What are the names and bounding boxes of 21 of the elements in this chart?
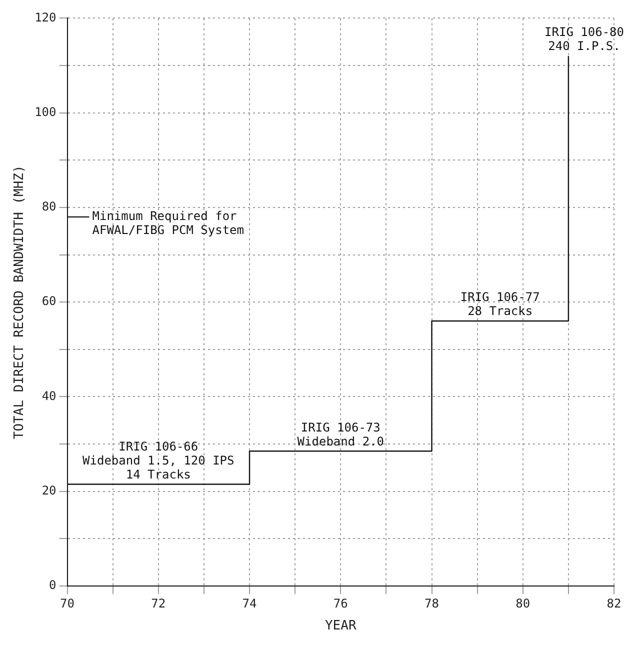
ref-line-label: Minimum Required for AFWAL/FIBG PCM System xyxy=(92,209,244,238)
y-tick-label: 80 xyxy=(42,200,56,214)
x-tick-label: 70 xyxy=(60,596,74,610)
x-tick-label: 80 xyxy=(516,596,530,610)
y-tick-label: 40 xyxy=(42,388,56,403)
y-tick-label: 0 xyxy=(49,578,56,592)
y-tick-label: 60 xyxy=(42,294,56,308)
annotation: IRIG 106-73 Wideband 2.0 xyxy=(297,420,384,448)
y-axis-title: TOTAL DIRECT RECORD BANDWIDTH (MHZ) xyxy=(12,165,28,440)
x-tick-label: 76 xyxy=(333,596,348,610)
annotation: IRIG 106-66 Wideband 1.5, 120 IPS 14 Tracks xyxy=(82,439,234,482)
x-tick-label: 72 xyxy=(151,596,166,610)
y-tick-label: 100 xyxy=(34,104,56,119)
y-tick-label: 120 xyxy=(34,10,56,24)
y-tick-label: 20 xyxy=(42,483,56,498)
x-axis-title: YEAR xyxy=(324,618,356,634)
x-tick-label: 82 xyxy=(606,596,622,610)
x-tick-label: 74 xyxy=(242,596,257,610)
annotation: IRIG 106-77 28 Tracks xyxy=(460,290,540,318)
x-tick-label: 78 xyxy=(424,596,439,610)
annotation: IRIG 106-80 240 I.P.S. xyxy=(544,25,624,54)
